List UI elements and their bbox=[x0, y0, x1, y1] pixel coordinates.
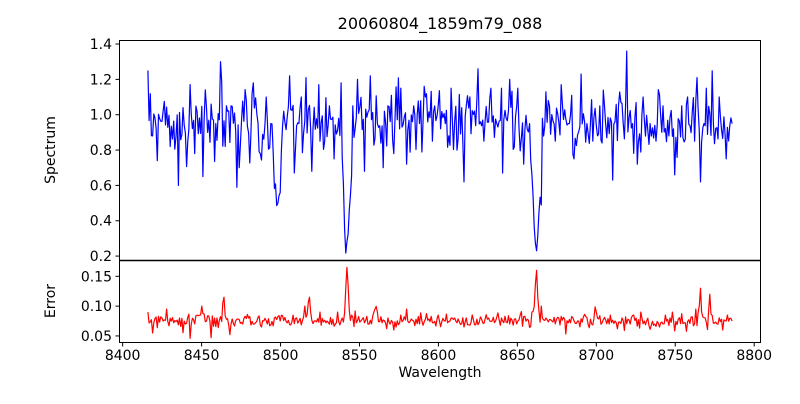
x-tick-label: 8750 bbox=[657, 348, 693, 364]
x-tick-label: 8600 bbox=[421, 348, 457, 364]
y-tick-label: 1.2 bbox=[90, 72, 112, 88]
y-tick-label: 0.10 bbox=[81, 299, 112, 315]
error-y-ticks: 0.05 0.10 0.15 bbox=[81, 269, 120, 345]
spectrum-y-ticks: 0.2 0.4 0.6 0.8 1.0 1.2 1.4 bbox=[90, 37, 120, 265]
x-tick-label: 8500 bbox=[263, 348, 299, 364]
error-y-axis-label: Error bbox=[43, 284, 59, 318]
y-tick-label: 1.4 bbox=[90, 37, 112, 53]
y-tick-label: 0.8 bbox=[90, 143, 112, 159]
x-tick-label: 8700 bbox=[578, 348, 614, 364]
chart-title: 20060804_1859m79_088 bbox=[338, 14, 543, 34]
x-tick-label: 8550 bbox=[342, 348, 378, 364]
x-axis-ticks: 8400 8450 8500 8550 8600 8650 8700 8750 8800 bbox=[105, 342, 772, 364]
y-tick-label: 1.0 bbox=[90, 108, 112, 124]
y-tick-label: 0.15 bbox=[81, 269, 112, 285]
y-tick-label: 0.4 bbox=[90, 214, 112, 230]
x-tick-label: 8650 bbox=[500, 348, 536, 364]
y-tick-label: 0.2 bbox=[90, 249, 112, 265]
x-axis-label: Wavelength bbox=[398, 365, 481, 381]
spectrum-line bbox=[147, 50, 733, 254]
spectrum-panel: 0.2 0.4 0.6 0.8 1.0 1.2 1.4 Spectrum bbox=[43, 37, 761, 265]
x-tick-label: 8450 bbox=[184, 348, 220, 364]
x-tick-label: 8400 bbox=[105, 348, 141, 364]
x-axis: 8400 8450 8500 8550 8600 8650 8700 8750 8800 Wav… bbox=[105, 342, 772, 381]
x-tick-label: 8800 bbox=[736, 348, 772, 364]
y-tick-label: 0.05 bbox=[81, 329, 112, 345]
error-line bbox=[147, 266, 733, 339]
spectrum-y-axis-label: Spectrum bbox=[43, 116, 59, 184]
y-tick-label: 0.6 bbox=[90, 178, 112, 194]
